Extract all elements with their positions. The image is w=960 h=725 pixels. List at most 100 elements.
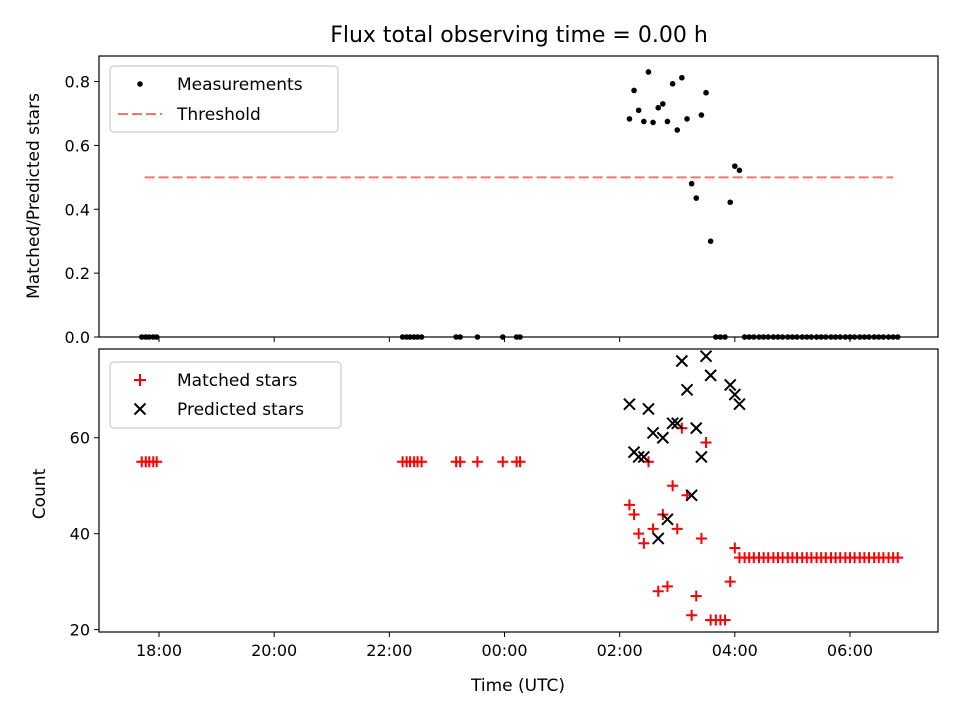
matched-star-point: [892, 552, 904, 564]
predicted-star-point: [642, 402, 655, 416]
x-axis-label: Time (UTC): [470, 676, 565, 696]
bottom-axes-frame: [98, 348, 939, 633]
measurement-point: [727, 199, 734, 206]
matched-star-point: [729, 542, 741, 554]
predicted-star-point: [632, 450, 645, 464]
measurement-point: [645, 69, 652, 75]
predicted-star-point: [646, 426, 660, 440]
measurement-point: [688, 180, 695, 187]
matched-star-point: [647, 523, 659, 535]
predicted-star-point: [724, 378, 737, 392]
predicted-star-point: [671, 417, 684, 430]
measurement-point: [669, 80, 676, 87]
measurement-point: [703, 89, 709, 96]
matched-star-point: [724, 576, 736, 588]
measurement-point: [626, 116, 633, 122]
predicted-star-point: [704, 369, 717, 382]
matched-star-point: [628, 508, 640, 520]
measurement-point: [679, 74, 685, 81]
matched-star-point: [638, 537, 650, 549]
measurement-point: [635, 107, 642, 114]
bottom-y-tick-label: 40: [70, 525, 90, 544]
legend-measurements-marker: [137, 81, 143, 87]
matched-star-point: [686, 609, 698, 621]
measurement-point: [693, 195, 700, 201]
legend-matched-label: Matched stars: [177, 371, 297, 391]
top-legend-box: [109, 65, 339, 133]
x-tick-label: 06:00: [827, 641, 873, 660]
top-axes-frame: [98, 55, 939, 338]
bottom-x-ticks: 18:00 20:00 22:00 00:00 02:00 04:00 06:00: [136, 632, 873, 660]
x-tick-label: 22:00: [366, 641, 412, 660]
x-tick-label: 20:00: [251, 641, 297, 660]
measurement-point: [698, 112, 705, 118]
top-y-tick-label: 0.8: [65, 73, 90, 92]
measurement-point: [732, 163, 738, 169]
measurement-point: [641, 118, 647, 125]
ratio-panel: Flux total observing time = 0.00 h Match…: [24, 23, 939, 347]
measurement-point: [684, 116, 690, 122]
predicted-star-point: [637, 450, 651, 464]
bottom-y-tick-label: 20: [70, 621, 90, 640]
matched-star-point: [514, 456, 526, 468]
predicted-star-point: [690, 421, 703, 435]
bottom-y-axis-label: Count: [30, 468, 50, 519]
matched-star-point: [151, 456, 163, 468]
matched-star-point: [633, 528, 645, 540]
matched-star-point: [667, 480, 679, 492]
matched-star-point: [690, 590, 702, 602]
bottom-plot-marks: [136, 349, 904, 626]
bottom-legend-box: [109, 361, 342, 429]
matched-star-point: [454, 456, 466, 468]
measurement-point: [660, 101, 666, 107]
x-tick-label: 00:00: [481, 641, 527, 660]
predicted-star-point: [699, 349, 713, 363]
chart-title: Flux total observing time = 0.00 h: [330, 23, 708, 48]
predicted-star-point: [728, 388, 742, 401]
top-y-tick-label: 0.4: [65, 200, 90, 219]
predicted-star-point: [656, 431, 670, 444]
bottom-y-ticks: 20 40 60: [70, 429, 99, 640]
predicted-star-point: [661, 513, 674, 526]
predicted-star-point: [623, 397, 636, 411]
measurement-point: [674, 127, 681, 133]
measurement-point: [736, 167, 743, 174]
bottom-y-tick-label: 60: [70, 429, 90, 448]
measurement-point: [631, 87, 637, 94]
matched-star-point: [497, 456, 509, 468]
legend-predicted-marker: [133, 402, 147, 416]
predicted-star-point: [695, 450, 708, 464]
legend-matched-marker: [134, 374, 146, 386]
x-tick-label: 18:00: [136, 641, 182, 660]
matched-star-point: [700, 437, 712, 449]
matched-star-point: [671, 523, 683, 535]
top-y-axis-label: Matched/Predicted stars: [24, 93, 44, 299]
matched-star-point: [652, 585, 664, 597]
x-tick-label: 02:00: [597, 641, 643, 660]
predicted-star-point: [652, 532, 665, 545]
top-y-tick-label: 0.0: [65, 328, 90, 347]
top-legend: Measurements Threshold: [109, 65, 339, 133]
matched-star-point: [695, 532, 707, 544]
count-panel: Count Time (UTC) 20 40 60 18:00 20:00 22:00 0…: [30, 348, 939, 696]
matched-star-point: [471, 456, 483, 468]
bottom-legend: Matched stars Predicted stars: [109, 361, 342, 429]
legend-predicted-label: Predicted stars: [177, 400, 304, 420]
predicted-star-point: [685, 489, 698, 502]
predicted-star-point: [680, 383, 694, 396]
predicted-star-point: [675, 354, 689, 368]
top-x-ticks: [158, 337, 851, 342]
top-y-tick-label: 0.6: [65, 136, 90, 155]
legend-threshold-label: Threshold: [176, 105, 261, 125]
predicted-star-point: [666, 417, 679, 430]
measurement-point: [664, 118, 671, 125]
matched-star-point: [416, 456, 428, 468]
measurement-point: [655, 104, 662, 111]
matched-star-point: [661, 580, 673, 592]
matched-star-point: [719, 614, 731, 626]
top-y-ticks: 0.0 0.2 0.4 0.6 0.8: [65, 73, 99, 347]
x-tick-label: 04:00: [712, 641, 758, 660]
legend-measurements-label: Measurements: [177, 75, 303, 95]
top-y-tick-label: 0.2: [65, 264, 90, 283]
